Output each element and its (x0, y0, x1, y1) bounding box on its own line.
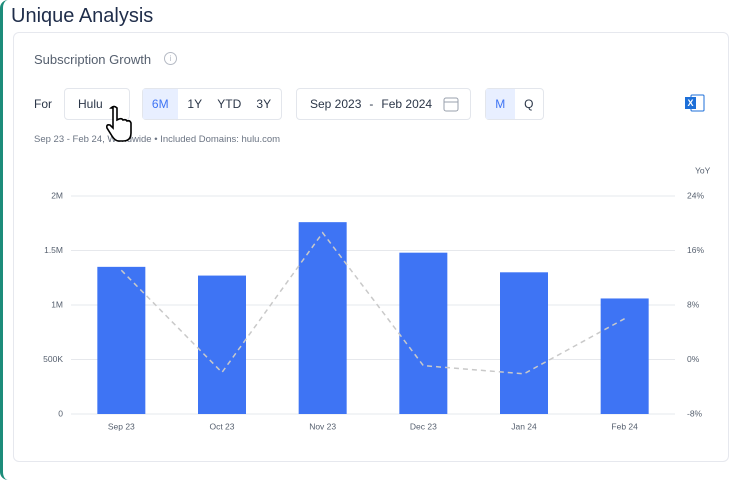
info-icon[interactable]: i (164, 52, 177, 65)
y2-tick-label: 8% (687, 299, 700, 309)
card-title: Subscription Growth (34, 52, 152, 67)
yoy-line (120, 231, 626, 375)
segment-option[interactable]: 6M (143, 89, 178, 119)
y2-tick-label: 24% (687, 190, 704, 200)
x-tick-label: Oct 23 (209, 421, 234, 431)
for-label: For (34, 97, 52, 111)
bar (97, 266, 146, 414)
segment-option[interactable]: 3Y (256, 97, 272, 111)
y2-tick-label: -8% (687, 408, 703, 418)
chart: 0 500K 1M 1.5M 2M -8% 0% 8% 16% 24% YoY Sep 23 Oct 2… (43, 165, 711, 431)
segment-option[interactable]: YTD (217, 97, 242, 111)
bar (500, 272, 548, 414)
y-tick-label: 1.5M (44, 245, 63, 255)
date-picker[interactable]: Sep 2023 - Feb 2024 (296, 88, 471, 120)
page-title: Unique Analysis (11, 5, 154, 27)
bar (298, 222, 347, 414)
y-tick-label: 0 (58, 408, 63, 418)
site-dropdown[interactable]: Hulu (64, 88, 130, 120)
x-tick-label: Sep 23 (108, 421, 135, 431)
y-tick-label: 1M (51, 299, 63, 309)
bar (198, 275, 246, 414)
y-tick-label: 2M (51, 190, 63, 200)
excel-export[interactable]: X (685, 94, 705, 112)
bar (399, 252, 448, 414)
site-name: Hulu (78, 97, 103, 111)
range-selector: 6M 1Y YTD 3Y (142, 88, 282, 120)
y2-axis-label: YoY (695, 165, 711, 175)
segment-option[interactable]: 1Y (187, 97, 203, 111)
x-tick-label: Feb 24 (611, 421, 638, 431)
chart-subtitle: Sep 23 - Feb 24, Worldwide • Included Do… (34, 134, 281, 145)
y2-tick-label: 0% (687, 354, 700, 364)
y2-tick-label: 16% (687, 245, 704, 255)
hand-cursor (106, 105, 132, 142)
card (13, 32, 729, 462)
x-tick-label: Dec 23 (410, 421, 437, 431)
date-to: Feb 2024 (381, 97, 433, 111)
x-tick-label: Jan 24 (511, 421, 537, 431)
y-tick-label: 500K (43, 354, 63, 364)
date-separator: - (369, 97, 374, 111)
svg-text:X: X (687, 98, 693, 108)
x-tick-label: Nov 23 (309, 421, 336, 431)
date-from: Sep 2023 (310, 97, 362, 111)
calendar-icon (443, 97, 459, 112)
segment-option[interactable]: Q (524, 97, 534, 111)
segment-option[interactable]: M (486, 89, 515, 119)
bar (600, 298, 649, 414)
